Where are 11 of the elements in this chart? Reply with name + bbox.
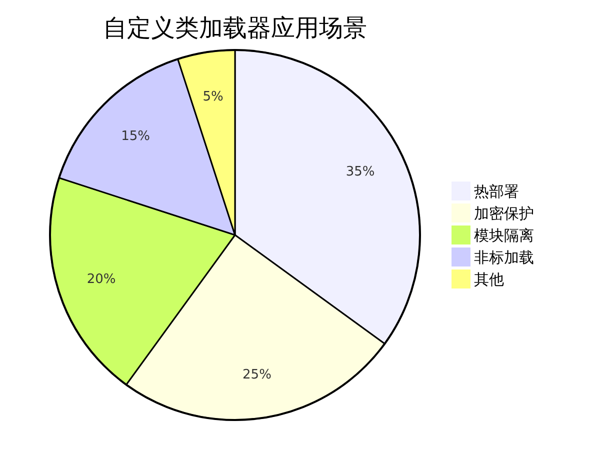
data-label: 20%: [86, 272, 116, 287]
legend-label: 模块隔离: [474, 226, 534, 244]
legend-label: 加密保护: [474, 204, 534, 222]
data-label: 25%: [242, 367, 272, 382]
data-label: 35%: [346, 164, 375, 180]
chart-title: 自定义类加载器应用场景: [103, 14, 367, 42]
legend-label: 其他: [474, 270, 504, 288]
legend-label: 非标加载: [474, 248, 534, 266]
slice-label: 热部署: [474, 182, 519, 200]
data-label: 15%: [121, 129, 150, 144]
data-label: 5%: [202, 90, 224, 105]
